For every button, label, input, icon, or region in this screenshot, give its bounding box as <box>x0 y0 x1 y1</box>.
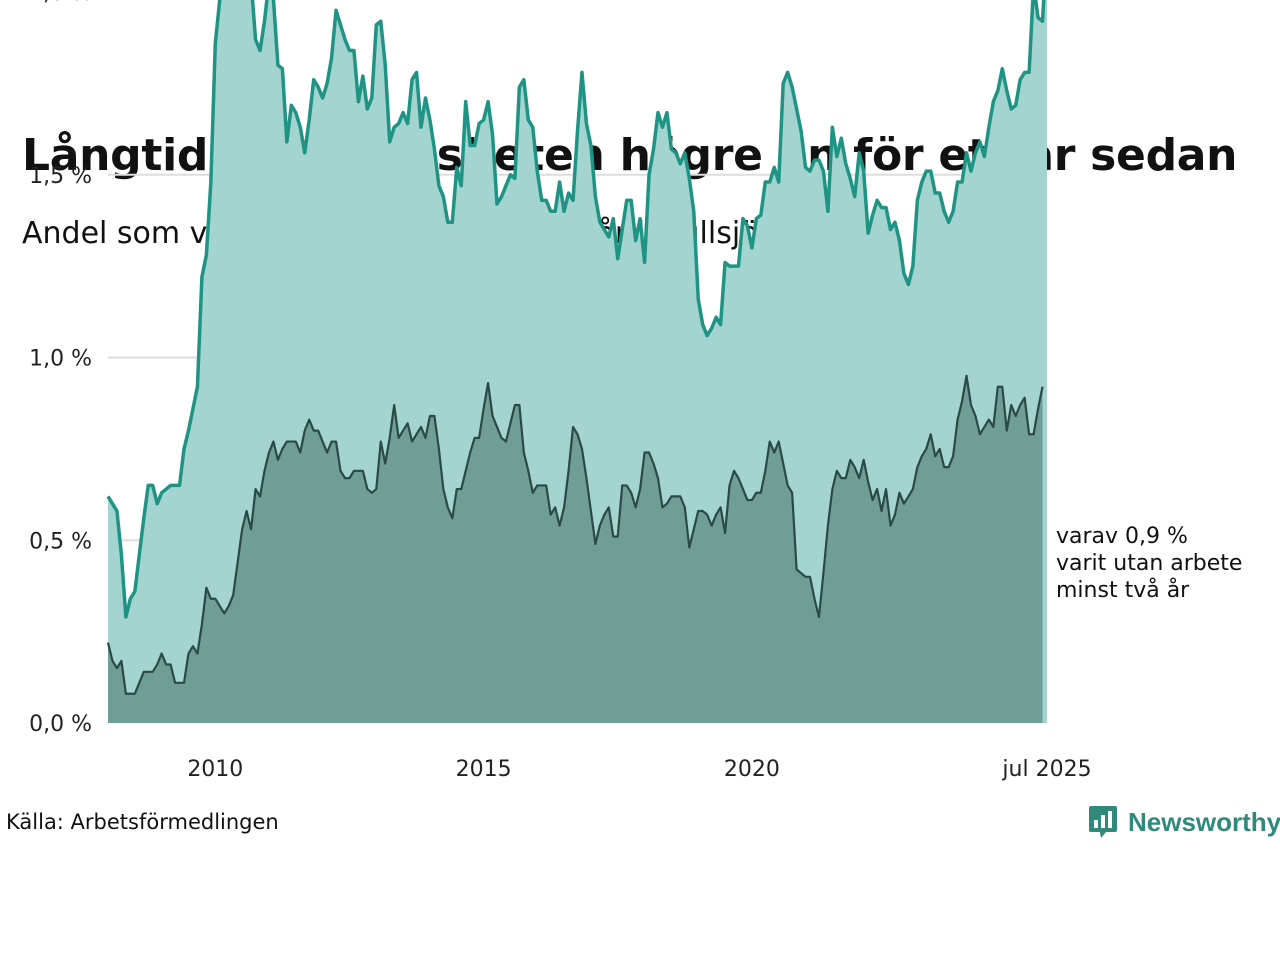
y-tick-label: 2,0 % <box>29 0 92 6</box>
end-label-sub: varav 0,9 % <box>1056 524 1188 549</box>
y-axis: 0,0 % 0,5 % 1,0 % 1,5 % 2,0 % <box>29 0 92 737</box>
y-tick-label: 0,5 % <box>29 529 92 554</box>
y-tick-label: 0,0 % <box>29 712 92 737</box>
y-tick-label: 1,0 % <box>29 347 92 372</box>
x-tick-label: 2015 <box>456 757 512 782</box>
end-label-sub: minst två år <box>1056 577 1190 603</box>
newsworthy-logo-icon <box>1089 806 1117 838</box>
series-sub-area <box>108 375 1043 723</box>
x-axis: 2010 2015 2020 jul 2025 <box>187 757 1091 782</box>
series-sub-line <box>106 374 1044 695</box>
series-main-line <box>106 0 1046 619</box>
newsworthy-logo[interactable]: Newsworthy <box>1088 804 1280 840</box>
x-tick-label: 2010 <box>187 757 243 782</box>
area-chart: 0,0 % 0,5 % 1,0 % 1,5 % 2,0 % 2010 2015 2020 ju… <box>29 0 1242 782</box>
source-note: Källa: Arbetsförmedlingen <box>6 810 279 834</box>
series-areas <box>106 0 1047 723</box>
x-tick-label: jul 2025 <box>1001 757 1091 782</box>
logo-text: Newsworthy <box>1128 806 1280 837</box>
end-label-sub: varit utan arbete <box>1056 551 1242 576</box>
x-tick-label: 2020 <box>724 757 780 782</box>
y-tick-label: 1,5 % <box>29 164 92 189</box>
